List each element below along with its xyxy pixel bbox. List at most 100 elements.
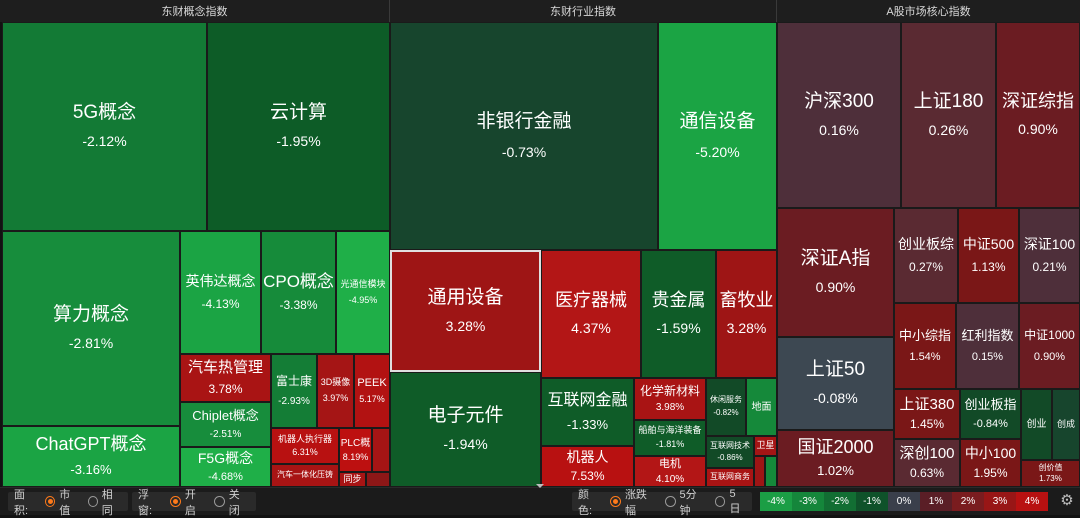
tile-chiplet[interactable]: Chiplet概念 -2.51% [180, 402, 271, 447]
tile-internet-commerce[interactable]: 互联网商务 [706, 468, 754, 487]
radio-color-change-label[interactable]: 涨跌幅 [624, 488, 647, 517]
tile-change: 3.78% [208, 381, 243, 396]
bottom-toolbar: 面积: 市值 相同 浮窗: 开启 关闭 颜色: 涨跌幅 5分钟 5日 -4% -… [0, 484, 1080, 517]
float-window-label: 浮窗: [138, 488, 153, 517]
tile-ground[interactable]: 地面 [746, 378, 777, 436]
tile-electronic-components[interactable]: 电子元件 -1.94% [390, 372, 541, 487]
radio-equal[interactable] [87, 496, 98, 507]
tile-name: 机器人执行器 [277, 433, 332, 444]
tile-change: -2.93% [278, 396, 310, 408]
radio-market-cap[interactable] [45, 496, 56, 507]
tile-compute[interactable]: 算力概念 -2.81% [2, 231, 180, 426]
tile-chemical-materials[interactable]: 化学新材料 3.98% [634, 378, 706, 420]
tile-hs300[interactable]: 沪深300 0.16% [777, 22, 901, 208]
tile-small-d[interactable] [765, 456, 777, 487]
tile-sz180[interactable]: 上证180 0.26% [901, 22, 996, 208]
tile-peek[interactable]: PEEK 5.17% [354, 354, 390, 428]
tile-chatgpt[interactable]: ChatGPT概念 -3.16% [2, 426, 180, 487]
tile-change: 3.97% [322, 393, 349, 403]
tile-die-casting[interactable]: 汽车一体化压铸 [271, 464, 339, 487]
tile-name: 船舶与海洋装备 [638, 425, 702, 436]
tile-change: 0.90% [815, 279, 856, 296]
tile-small-a[interactable] [372, 428, 390, 472]
tile-leisure[interactable]: 休闲服务 -0.82% [706, 378, 746, 436]
tile-sz380[interactable]: 上证380 1.45% [894, 389, 960, 439]
radio-float-on[interactable] [170, 496, 181, 507]
tile-nvidia[interactable]: 英伟达概念 -4.13% [180, 231, 261, 354]
tile-change: -0.82% [713, 408, 739, 417]
tile-medical-devices[interactable]: 医疗器械 4.37% [541, 250, 641, 378]
radio-color-5day[interactable] [714, 496, 726, 507]
radio-equal-label[interactable]: 相同 [101, 488, 113, 517]
tile-cyb-index[interactable]: 创业板指 -0.84% [960, 389, 1021, 439]
tile-internet-finance[interactable]: 互联网金融 -1.33% [541, 378, 634, 446]
tile-nonbank[interactable]: 非银行金融 -0.73% [390, 22, 658, 250]
tile-shipbuilding[interactable]: 船舶与海洋装备 -1.81% [634, 420, 706, 456]
radio-color-change[interactable] [610, 496, 621, 507]
tile-name: 创业 [1026, 419, 1047, 430]
tile-zz1000[interactable]: 中证1000 0.90% [1019, 303, 1080, 389]
tile-change: 4.10% [655, 473, 685, 485]
radio-color-5min[interactable] [664, 496, 676, 507]
tile-5g[interactable]: 5G概念 -2.12% [2, 22, 207, 231]
tile-satellite[interactable]: 卫星 [754, 436, 777, 456]
legend-swatch: 2% [952, 492, 984, 511]
tile-szzz[interactable]: 深证综指 0.90% [996, 22, 1080, 208]
tile-robot[interactable]: 机器人 7.53% [541, 446, 634, 487]
tile-tongbu[interactable]: 同步 [339, 472, 366, 487]
tile-sz-a[interactable]: 深证A指 0.90% [777, 208, 894, 337]
tile-cyb-composite[interactable]: 创业板综 0.27% [894, 208, 958, 303]
tile-small-c[interactable] [754, 456, 765, 487]
tile-chuang-value[interactable]: 创价值 1.73% [1021, 460, 1080, 487]
tile-livestock[interactable]: 畜牧业 3.28% [716, 250, 777, 378]
tile-name: 红利指数 [961, 327, 1014, 343]
tile-cloud[interactable]: 云计算 -1.95% [207, 22, 390, 231]
tile-zz500[interactable]: 中证500 1.13% [958, 208, 1019, 303]
tile-plc[interactable]: PLC概 8.19% [339, 428, 372, 472]
tile-name: PEEK [357, 377, 387, 389]
tile-f5g[interactable]: F5G概念 -4.68% [180, 447, 271, 487]
tile-change: -1.33% [566, 416, 609, 432]
tile-chuangye[interactable]: 创业 [1021, 389, 1052, 460]
tile-sz50[interactable]: 上证50 -0.08% [777, 337, 894, 430]
radio-color-5day-label[interactable]: 5日 [729, 487, 741, 515]
tile-change: -2.51% [209, 428, 242, 440]
tile-chuangcheng[interactable]: 创成 [1052, 389, 1080, 460]
tile-optical[interactable]: 光通信模块 -4.95% [336, 231, 390, 354]
tile-small-b[interactable] [366, 472, 390, 487]
collapse-caret-icon[interactable] [536, 484, 544, 488]
tile-sz100[interactable]: 深证100 0.21% [1019, 208, 1080, 303]
tile-dividend[interactable]: 红利指数 0.15% [956, 303, 1019, 389]
tile-change: 0.90% [1018, 121, 1058, 138]
tile-change: -0.73% [501, 143, 547, 160]
tile-foxconn[interactable]: 富士康 -2.93% [271, 354, 317, 428]
legend-swatch: -4% [760, 492, 792, 511]
tile-3dcam[interactable]: 3D摄像 3.97% [317, 354, 354, 428]
tile-sc100[interactable]: 深创100 0.63% [894, 439, 960, 487]
tile-precious-metals[interactable]: 贵金属 -1.59% [641, 250, 716, 378]
tile-robot-actuator[interactable]: 机器人执行器 6.31% [271, 428, 339, 464]
tile-motor[interactable]: 电机 4.10% [634, 456, 706, 487]
area-mode-label: 面积: [14, 488, 29, 517]
tile-change: 1.54% [909, 351, 941, 364]
radio-color-5min-label[interactable]: 5分钟 [679, 488, 697, 517]
tile-change: 0.16% [819, 121, 859, 138]
tile-gz2000[interactable]: 国证2000 1.02% [777, 430, 894, 487]
tile-name: 算力概念 [52, 304, 129, 326]
tile-zx100[interactable]: 中小100 1.95% [960, 439, 1021, 487]
gear-icon[interactable]: ⚙ [1060, 492, 1074, 509]
tile-name: 上证50 [805, 359, 866, 381]
radio-float-on-label[interactable]: 开启 [184, 488, 196, 517]
tile-name: 中小100 [964, 445, 1017, 462]
tile-general-equip[interactable]: 通用设备 3.28% [390, 250, 541, 372]
radio-market-cap-label[interactable]: 市值 [59, 488, 71, 517]
tile-telecom-equip[interactable]: 通信设备 -5.20% [658, 22, 777, 250]
tile-internet-tech[interactable]: 互联网技术 -0.86% [706, 436, 754, 468]
tile-zx-composite[interactable]: 中小综指 1.54% [894, 303, 956, 389]
radio-float-off[interactable] [214, 496, 225, 507]
tile-cpo[interactable]: CPO概念 -3.38% [261, 231, 336, 354]
tile-thermal[interactable]: 汽车热管理 3.78% [180, 354, 271, 402]
tile-change: 5.17% [359, 394, 385, 405]
radio-float-off-label[interactable]: 关闭 [228, 488, 240, 517]
tile-name: 光通信模块 [340, 278, 386, 289]
